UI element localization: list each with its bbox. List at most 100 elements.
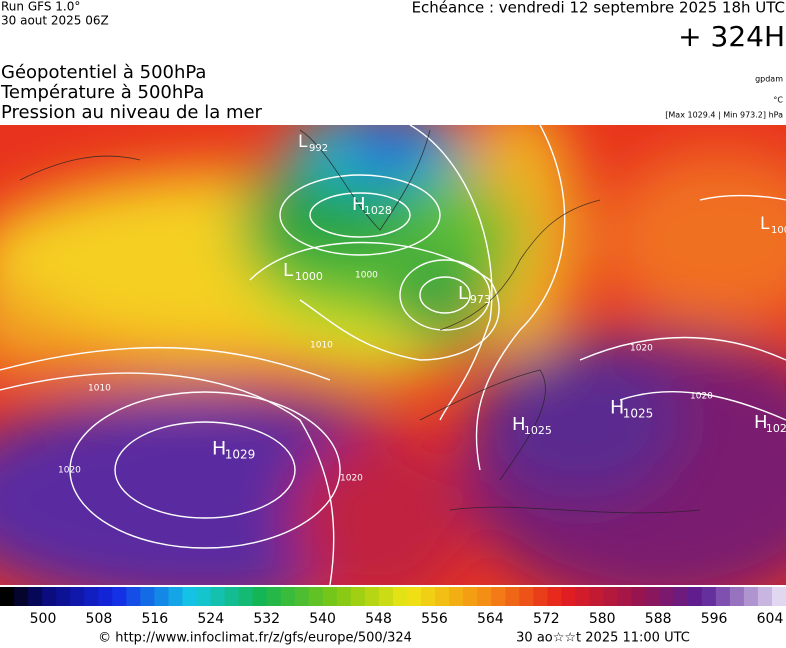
isobar-label: 1020 — [58, 466, 81, 476]
colorbar-swatch — [645, 587, 661, 606]
colorbar-swatch — [238, 587, 254, 606]
colorbar-label: 508 — [86, 611, 113, 627]
colorbar-swatch — [393, 587, 408, 606]
colorbar-label: 564 — [477, 611, 504, 627]
colorbar-swatch — [336, 587, 352, 606]
colorbar-swatch — [322, 587, 338, 606]
center-letter: L — [298, 132, 308, 152]
colorbar-swatch — [575, 587, 590, 606]
center-value: 1025 — [524, 424, 552, 437]
colorbar-swatch — [505, 587, 520, 606]
colorbar-swatch — [126, 587, 141, 606]
colorbar-swatch — [308, 587, 324, 606]
colorbar-swatch — [140, 587, 155, 606]
colorbar-swatch — [0, 587, 15, 606]
colorbar-swatch — [421, 587, 436, 606]
legend-line: Géopotentiel à 500hPa — [1, 62, 206, 83]
lead-time: + 324H — [678, 20, 785, 53]
colorbar-swatch — [350, 587, 366, 606]
colorbar-label: 524 — [197, 611, 224, 627]
center-letter: H — [610, 397, 624, 419]
colorbar-swatch — [28, 587, 43, 606]
colorbar: 500 508 516 524 532 540 548 556 564 572 580 588 596 6… — [0, 587, 786, 627]
colorbar-swatch — [42, 587, 57, 606]
colorbar-label: 516 — [141, 611, 168, 627]
center-value: 1025 — [766, 422, 786, 435]
colorbar-label: 572 — [533, 611, 560, 627]
center-value: 1028 — [364, 204, 392, 217]
colorbar-swatch — [252, 587, 268, 606]
colorbar-swatch — [182, 587, 197, 606]
colorbar-swatch — [547, 587, 562, 606]
colorbar-swatch — [771, 587, 786, 606]
colorbar-swatch — [196, 587, 212, 606]
colorbar-swatch — [168, 587, 183, 606]
footer-url: © http://www.infoclimat.fr/z/gfs/europe/… — [98, 631, 412, 646]
run-date: 30 aout 2025 06Z — [1, 14, 109, 28]
colorbar-swatch — [84, 587, 99, 606]
colorbar-swatch — [266, 587, 282, 606]
colorbar-swatch — [56, 587, 71, 606]
colorbar-swatch — [589, 587, 605, 606]
isobar-label: 1000 — [355, 271, 378, 281]
colorbar-swatch — [533, 587, 548, 606]
isobar-label: 1020 — [340, 474, 363, 484]
colorbar-swatch — [14, 587, 29, 606]
colorbar-label: 500 — [30, 611, 57, 627]
center-letter: H — [352, 194, 366, 215]
colorbar-label: 548 — [365, 611, 392, 627]
unit: gpdam — [755, 75, 783, 84]
colorbar-swatch — [519, 587, 534, 606]
isobar-label: 1010 — [88, 384, 111, 394]
colorbar-swatch — [70, 587, 85, 606]
colorbar-swatch — [729, 587, 745, 606]
center-value: 1005 — [771, 225, 786, 236]
center-value: 992 — [309, 143, 328, 154]
legend-line: Pression au niveau de la mer — [1, 102, 263, 123]
isobar-label: 1020 — [690, 392, 713, 402]
colorbar-swatch — [435, 587, 450, 606]
colorbar-swatch — [603, 587, 619, 606]
colorbar-swatch — [673, 587, 689, 606]
colorbar-swatch — [701, 587, 717, 606]
isobar-label: 1020 — [630, 344, 653, 354]
colorbar-label: 556 — [421, 611, 448, 627]
colorbar-label: 580 — [589, 611, 616, 627]
colorbar-swatch — [210, 587, 226, 606]
colorbar-swatch — [294, 587, 310, 606]
colorbar-label: 540 — [309, 611, 336, 627]
center-value: 1025 — [623, 407, 654, 421]
colorbar-swatch — [561, 587, 576, 606]
footer-date: 30 ao☆☆t 2025 11:00 UTC — [516, 631, 690, 646]
colorbar-swatch — [112, 587, 127, 606]
center-value: 973 — [470, 293, 491, 306]
center-letter: L — [760, 214, 770, 234]
center-letter: H — [212, 438, 226, 460]
center-value: 1029 — [225, 448, 256, 462]
temperature-field — [0, 125, 786, 585]
colorbar-swatch — [477, 587, 492, 606]
center-letter: L — [458, 283, 468, 304]
colorbar-swatch — [463, 587, 478, 606]
center-letter: H — [512, 414, 526, 435]
colorbar-swatch — [687, 587, 703, 606]
colorbar-swatch — [98, 587, 113, 606]
colorbar-swatch — [449, 587, 464, 606]
colorbar-label: 604 — [757, 611, 784, 627]
unit: [Max 1029.4 | Min 973.2] hPa — [665, 111, 783, 120]
center-letter: H — [754, 412, 768, 433]
colorbar-swatch — [757, 587, 773, 606]
echeance: Echéance : vendredi 12 septembre 2025 18… — [412, 0, 785, 17]
colorbar-swatch — [364, 587, 380, 606]
colorbar-swatch — [491, 587, 506, 606]
colorbar-swatch — [743, 587, 759, 606]
colorbar-swatch — [154, 587, 169, 606]
colorbar-swatch — [378, 587, 394, 606]
center-value: 1000 — [295, 270, 323, 283]
colorbar-swatch — [407, 587, 422, 606]
colorbar-label: 532 — [253, 611, 280, 627]
isobar-label: 1010 — [310, 341, 333, 351]
center-letter: L — [283, 260, 293, 281]
